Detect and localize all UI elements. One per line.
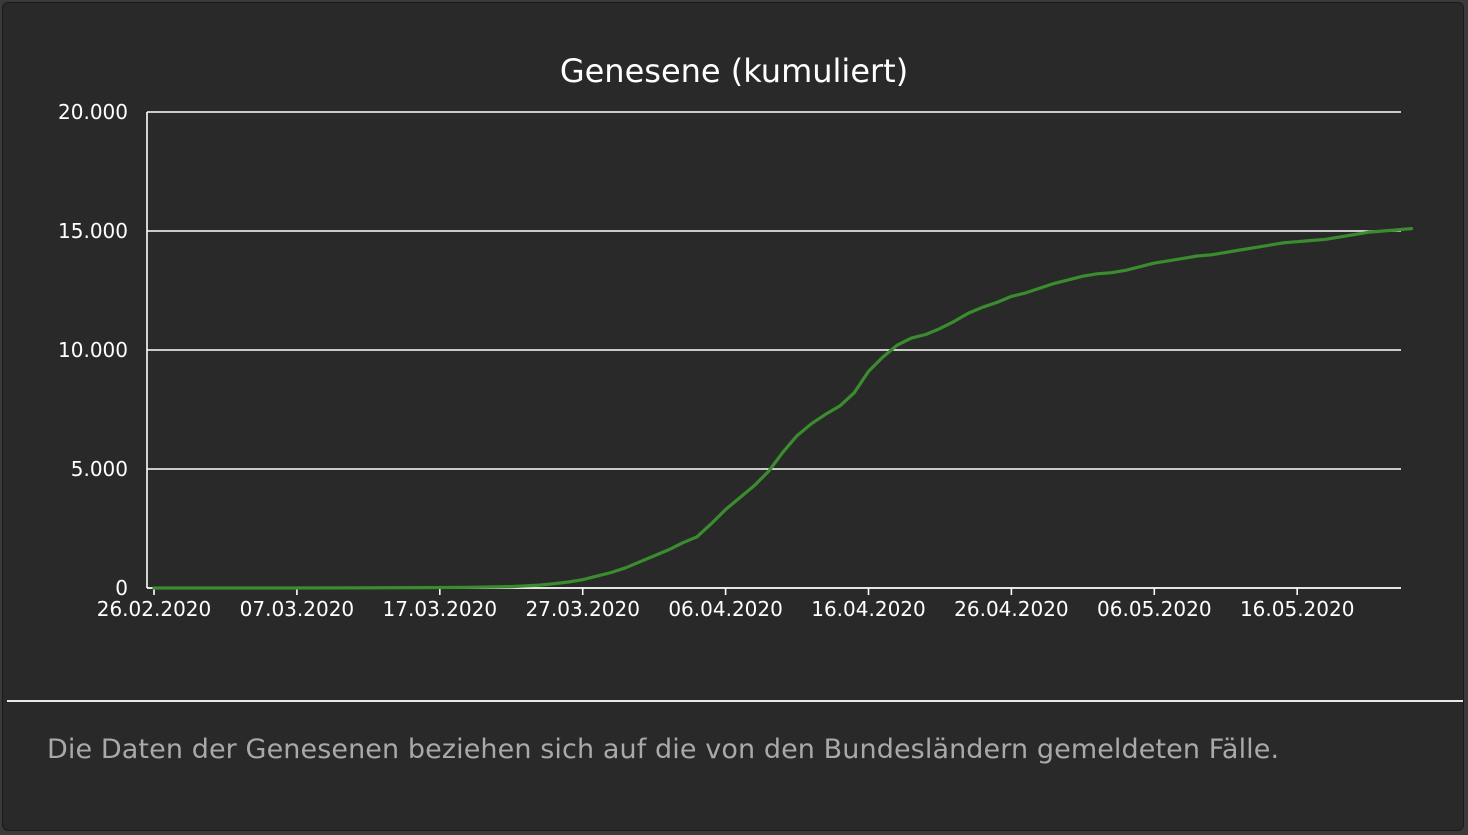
x-tick-label: 16.05.2020 bbox=[1240, 597, 1355, 621]
y-tick-label: 0 bbox=[115, 576, 128, 600]
chart-title: Genesene (kumuliert) bbox=[560, 52, 908, 90]
y-tick-label: 20.000 bbox=[58, 100, 128, 124]
line-chart: Genesene (kumuliert) 0 5.000 10.000 15.000 2… bbox=[58, 52, 1414, 621]
x-tick-label: 27.03.2020 bbox=[525, 597, 640, 621]
x-tick-label: 26.02.2020 bbox=[97, 597, 212, 621]
y-tick-label: 5.000 bbox=[71, 457, 128, 481]
x-axis-tick-labels: 26.02.2020 07.03.2020 17.03.2020 27.03.2020… bbox=[97, 588, 1355, 621]
x-tick-label: 17.03.2020 bbox=[383, 597, 498, 621]
x-tick-label: 06.04.2020 bbox=[668, 597, 783, 621]
x-tick-label: 16.04.2020 bbox=[811, 597, 926, 621]
footnote-text: Die Daten der Genesenen beziehen sich au… bbox=[47, 734, 1280, 765]
x-tick-label: 06.05.2020 bbox=[1097, 597, 1212, 621]
y-axis-tick-labels: 0 5.000 10.000 15.000 20.000 bbox=[58, 100, 128, 600]
series-layer bbox=[152, 227, 1414, 590]
series-line bbox=[152, 227, 1414, 590]
y-tick-label: 10.000 bbox=[58, 338, 128, 362]
x-tick-label: 07.03.2020 bbox=[240, 597, 355, 621]
x-tick-label: 26.04.2020 bbox=[954, 597, 1069, 621]
grid-lines bbox=[147, 111, 1401, 589]
chart-container: Genesene (kumuliert) 0 5.000 10.000 15.000 2… bbox=[3, 3, 1465, 698]
footer-divider bbox=[7, 700, 1463, 702]
y-tick-label: 15.000 bbox=[58, 219, 128, 243]
